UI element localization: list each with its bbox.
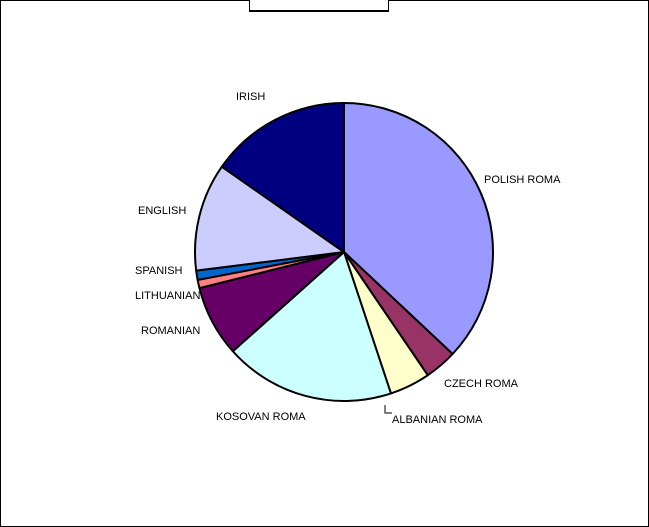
pie-slices [194, 102, 494, 403]
slice-irish [220, 102, 345, 253]
label-irish: IRISH [236, 91, 265, 103]
label-romanian: ROMANIAN [141, 325, 200, 337]
leader-albanian-roma [384, 405, 392, 414]
slice-labels: POLISH ROMA CZECH ROMA ALBANIAN ROMA KOSOVA… [135, 91, 561, 426]
label-spanish: SPANISH [135, 265, 183, 277]
label-lithuanian: LITHUANIAN [135, 290, 200, 302]
label-english: ENGLISH [138, 205, 186, 217]
label-czech-roma: CZECH ROMA [444, 378, 519, 390]
slice-english [194, 165, 345, 272]
label-albanian-roma: ALBANIAN ROMA [392, 414, 483, 426]
label-polish-roma: POLISH ROMA [484, 174, 561, 186]
leader-lines [384, 405, 392, 414]
label-kosovan-roma: KOSOVAN ROMA [216, 411, 306, 423]
slice-polish-roma [343, 102, 494, 355]
slice-kosovan-roma [231, 251, 392, 403]
chart-title-box [249, 0, 389, 12]
